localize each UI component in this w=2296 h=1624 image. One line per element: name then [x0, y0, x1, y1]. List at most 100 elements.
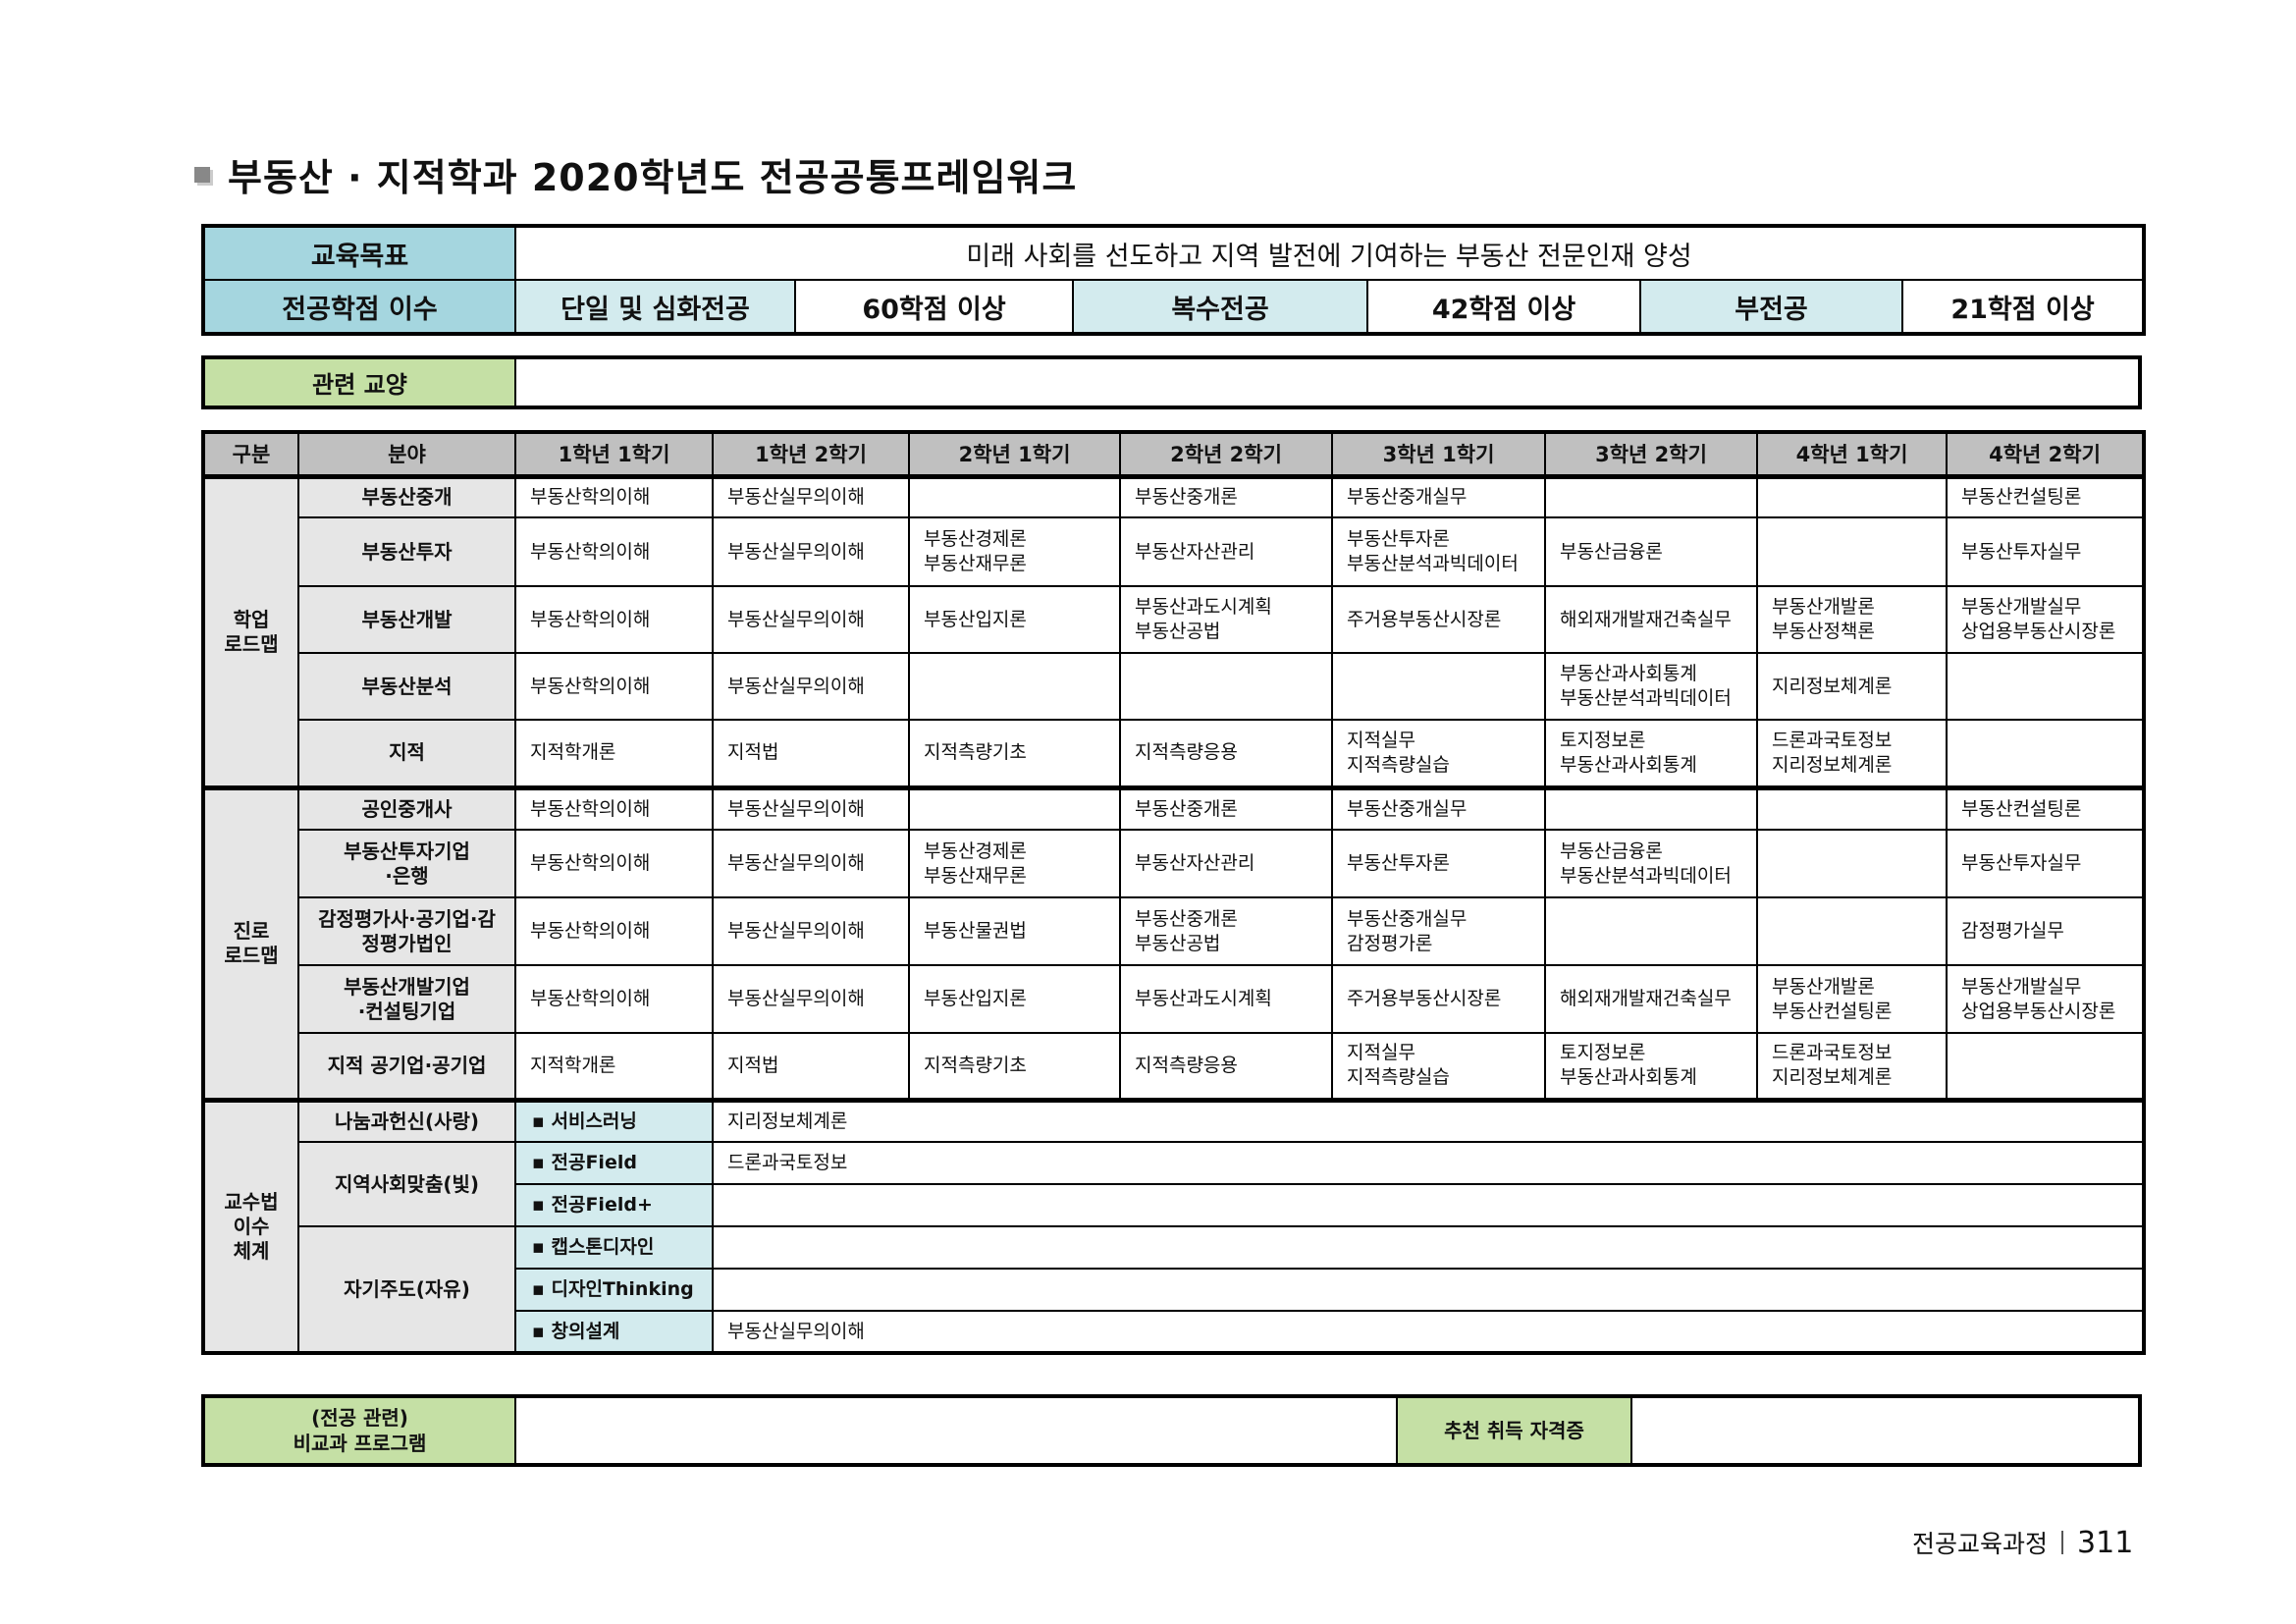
- field-label: 나눔과헌신(사랑): [297, 1097, 516, 1143]
- course-cell: 부동산컨설팅론: [1946, 475, 2145, 518]
- column-header: 4학년 1학기: [1756, 431, 1948, 479]
- course-cell: 지적측량응용: [1119, 1032, 1333, 1101]
- credits-label: 전공학점 이수: [202, 279, 516, 335]
- course-cell: 부동산학의이해: [514, 475, 714, 518]
- table-row: 부동산투자 부동산학의이해 부동산실무의이해 부동산경제론 부동산재무론 부동산자산관리…: [203, 516, 2145, 587]
- course-cell: 지적법: [712, 1032, 910, 1101]
- course-cell: [1756, 785, 1948, 831]
- column-header: 1학년 2학기: [712, 431, 910, 479]
- field-label: 지적: [297, 719, 516, 788]
- course-cell: 부동산학의이해: [514, 585, 714, 654]
- course-cell: [908, 785, 1121, 831]
- certificate-label: 추천 취득 자격증: [1396, 1395, 1632, 1466]
- table-row: 감정평가사·공기업·감 정평가법인 부동산학의이해 부동산실무의이해 부동산물권법 부동…: [203, 896, 2145, 966]
- table-row: 교수법 이수 체계 나눔과헌신(사랑) ▪ 서비스러닝 지리정보체계론: [202, 1097, 2145, 1354]
- course-cell: 해외재개발재건축실무: [1544, 964, 1758, 1034]
- teaching-method: ▪ 창의설계: [514, 1310, 714, 1354]
- extracurricular-label: (전공 관련) 비교과 프로그램: [202, 1395, 516, 1466]
- table-row: 부동산개발 부동산학의이해 부동산실무의이해 부동산입지론 부동산과도시계획 부동산공법…: [203, 585, 2145, 654]
- course-cell: 지적측량기초: [908, 719, 1121, 788]
- course-cell: [1756, 829, 1948, 898]
- course-cell: 부동산학의이해: [514, 896, 714, 966]
- group-label: 교수법 이수 체계: [202, 1097, 299, 1354]
- course-cell: 부동산실무의이해: [712, 516, 910, 587]
- column-header: 3학년 1학기: [1331, 431, 1546, 479]
- field-label: 부동산투자기업 ·은행: [297, 829, 516, 898]
- table-row: 학업 로드맵 부동산중개 부동산학의이해 부동산실무의이해 부동산중개론 부동산중개실무 부…: [202, 475, 2145, 788]
- title-text: 부동산 · 지적학과 2020학년도 전공공통프레임워크: [228, 156, 1078, 199]
- course-cell: [712, 1225, 2145, 1270]
- course-cell: 지적실무 지적측량실습: [1331, 1032, 1546, 1101]
- course-cell: 부동산실무의이해: [712, 475, 910, 518]
- course-cell: 부동산컨설팅론: [1946, 785, 2145, 831]
- course-cell: 부동산물권법: [908, 896, 1121, 966]
- course-cell: [1756, 475, 1948, 518]
- course-cell: 지리정보체계론: [712, 1097, 2145, 1143]
- course-cell: 부동산투자론 부동산분석과빅데이터: [1331, 516, 1546, 587]
- teaching-method: ▪ 서비스러닝: [514, 1097, 714, 1143]
- table-row: 부동산개발기업 ·컨설팅기업 부동산학의이해 부동산실무의이해 부동산입지론 부동산과도…: [203, 964, 2145, 1034]
- course-cell: 부동산입지론: [908, 964, 1121, 1034]
- teaching-method: ▪ 디자인Thinking: [514, 1268, 714, 1312]
- course-cell: 토지정보론 부동산과사회통계: [1544, 719, 1758, 788]
- certificate-value: [1630, 1395, 2141, 1466]
- field-label: 부동산중개: [297, 475, 516, 518]
- table-row: 지역사회맞춤(빛) ▪ 전공Field 드론과국토정보: [203, 1141, 2145, 1227]
- course-cell: [1946, 719, 2145, 788]
- course-cell: [712, 1268, 2145, 1312]
- course-cell: 부동산경제론 부동산재무론: [908, 516, 1121, 587]
- course-cell: 지적학개론: [514, 1032, 714, 1101]
- divider: [2061, 1531, 2064, 1554]
- column-header: 구분: [202, 431, 299, 479]
- course-cell: 지적법: [712, 719, 910, 788]
- course-cell: 토지정보론 부동산과사회통계: [1544, 1032, 1758, 1101]
- course-cell: [908, 475, 1121, 518]
- course-cell: 부동산투자론: [1331, 829, 1546, 898]
- course-cell: 부동산투자실무: [1946, 516, 2145, 587]
- table-row: 지적 지적학개론 지적법 지적측량기초 지적측량응용 지적실무 지적측량실습 토지정보론 부…: [203, 719, 2145, 788]
- course-cell: 지리정보체계론: [1756, 652, 1948, 721]
- table-row: 부동산투자기업 ·은행 부동산학의이해 부동산실무의이해 부동산경제론 부동산재무론 부…: [203, 829, 2145, 898]
- course-cell: 드론과국토정보: [712, 1141, 2145, 1185]
- goal-label: 교육목표: [202, 225, 516, 281]
- course-cell: 부동산경제론 부동산재무론: [908, 829, 1121, 898]
- course-cell: 부동산학의이해: [514, 829, 714, 898]
- course-cell: 부동산개발실무 상업용부동산시장론: [1946, 585, 2145, 654]
- course-cell: [1946, 652, 2145, 721]
- course-cell: 부동산학의이해: [514, 516, 714, 587]
- credit-value: 21학점 이상: [1900, 279, 2146, 335]
- course-cell: [1756, 896, 1948, 966]
- teaching-method: ▪ 캡스톤디자인: [514, 1225, 714, 1270]
- course-cell: 부동산실무의이해: [712, 585, 910, 654]
- column-header: 2학년 2학기: [1119, 431, 1333, 479]
- field-label: 자기주도(자유): [297, 1225, 516, 1354]
- group-label: 학업 로드맵: [202, 475, 299, 788]
- field-label: 부동산분석: [297, 652, 516, 721]
- footer-section: 전공교육과정: [1912, 1530, 2049, 1558]
- table-row: 지적 공기업·공기업 지적학개론 지적법 지적측량기초 지적측량응용 지적실무 지적측량실…: [203, 1032, 2145, 1101]
- liberal-table: 관련 교양: [201, 355, 2142, 409]
- goal-text: 미래 사회를 선도하고 지역 발전에 기여하는 부동산 전문인재 양성: [513, 225, 2146, 281]
- field-label: 감정평가사·공기업·감 정평가법인: [297, 896, 516, 966]
- column-header: 분야: [297, 431, 516, 479]
- table-row: 자기주도(자유) ▪ 캡스톤디자인: [203, 1225, 2145, 1354]
- column-header: 2학년 1학기: [908, 431, 1121, 479]
- page-number: 311: [2077, 1525, 2134, 1560]
- course-cell: 부동산개발론 부동산정책론: [1756, 585, 1948, 654]
- course-cell: 지적학개론: [514, 719, 714, 788]
- course-cell: [1946, 1032, 2145, 1101]
- course-cell: 드론과국토정보 지리정보체계론: [1756, 719, 1948, 788]
- goal-table: 교육목표 미래 사회를 선도하고 지역 발전에 기여하는 부동산 전문인재 양성…: [201, 224, 2147, 336]
- course-cell: 부동산투자실무: [1946, 829, 2145, 898]
- course-cell: 부동산실무의이해: [712, 964, 910, 1034]
- course-cell: 부동산자산관리: [1119, 829, 1333, 898]
- column-header: 4학년 2학기: [1946, 431, 2145, 479]
- course-cell: 감정평가실무: [1946, 896, 2145, 966]
- course-cell: 부동산학의이해: [514, 652, 714, 721]
- course-cell: 부동산학의이해: [514, 964, 714, 1034]
- field-label: 지역사회맞춤(빛): [297, 1141, 516, 1227]
- credit-value: 60학점 이상: [794, 279, 1074, 335]
- course-cell: 지적실무 지적측량실습: [1331, 719, 1546, 788]
- course-cell: 드론과국토정보 지리정보체계론: [1756, 1032, 1948, 1101]
- course-cell: 부동산자산관리: [1119, 516, 1333, 587]
